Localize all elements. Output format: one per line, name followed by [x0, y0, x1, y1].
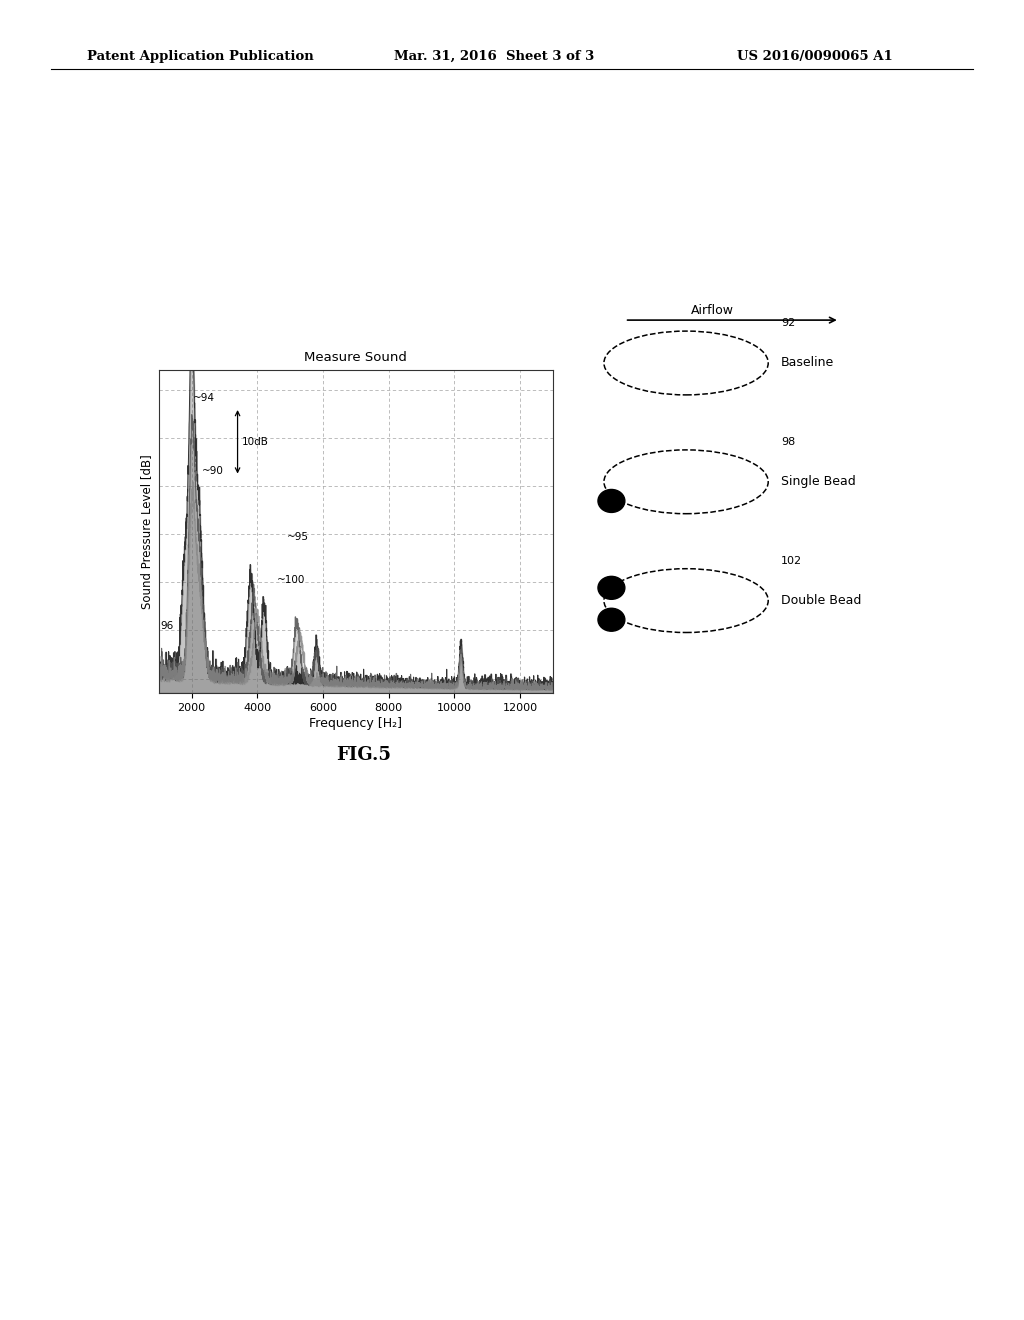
Circle shape: [598, 609, 625, 631]
Text: FIG.5: FIG.5: [336, 746, 391, 764]
Text: 10dB: 10dB: [242, 437, 268, 446]
Ellipse shape: [604, 450, 768, 513]
Text: 96: 96: [161, 622, 174, 631]
Ellipse shape: [604, 331, 768, 395]
Text: ~94: ~94: [194, 393, 215, 404]
Text: 92: 92: [781, 318, 795, 329]
Text: Baseline: Baseline: [781, 356, 835, 370]
Ellipse shape: [604, 569, 768, 632]
Text: Patent Application Publication: Patent Application Publication: [87, 50, 313, 63]
X-axis label: Frequency [H₂]: Frequency [H₂]: [309, 717, 402, 730]
Circle shape: [598, 490, 625, 512]
Text: 102: 102: [781, 556, 802, 566]
Text: ~95: ~95: [287, 532, 309, 543]
Title: Measure Sound: Measure Sound: [304, 351, 408, 364]
Text: Single Bead: Single Bead: [781, 475, 855, 488]
Circle shape: [598, 577, 625, 599]
Y-axis label: Sound Pressure Level [dB]: Sound Pressure Level [dB]: [140, 454, 154, 609]
Text: Airflow: Airflow: [691, 304, 734, 317]
Text: ~90: ~90: [202, 466, 223, 475]
Text: Double Bead: Double Bead: [781, 594, 861, 607]
Text: Mar. 31, 2016  Sheet 3 of 3: Mar. 31, 2016 Sheet 3 of 3: [394, 50, 595, 63]
Text: US 2016/0090065 A1: US 2016/0090065 A1: [737, 50, 893, 63]
Text: 98: 98: [781, 437, 795, 447]
Text: ~100: ~100: [276, 576, 305, 585]
